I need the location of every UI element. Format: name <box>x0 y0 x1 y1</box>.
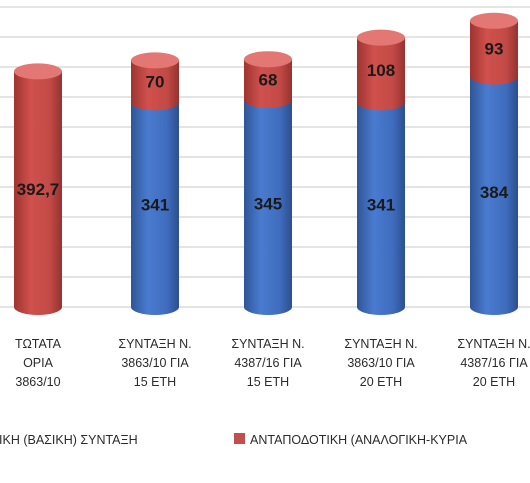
data-label: 70 <box>146 72 165 91</box>
bar-red-2: 68 <box>244 59 292 108</box>
bar-top-cap <box>131 52 179 69</box>
bar-red-3: 108 <box>357 37 405 111</box>
bar-blue-4: 384 <box>470 76 518 315</box>
bar-top-cap <box>244 51 292 68</box>
data-label: 384 <box>480 183 509 202</box>
bar-blue-2: 345 <box>244 100 292 315</box>
legend-entry-blue: ΝΙΚΗ (ΒΑΣΙΚΗ) ΣΥΝΤΑΞΗ <box>0 433 138 447</box>
bar-segment <box>131 102 179 316</box>
bar-segment <box>14 71 62 315</box>
bar-red-4: 93 <box>470 20 518 85</box>
data-label: 93 <box>485 40 504 59</box>
data-label: 392,7 <box>17 180 60 199</box>
legend-entry-red: ΑΝΤΑΠΟΔΟΤΙΚΗ (ΑΝΑΛΟΓΙΚΗ-ΚΥΡΙΑ <box>234 433 468 447</box>
data-label: 341 <box>141 196 169 215</box>
data-label: 108 <box>367 61 395 80</box>
legend-label: ΝΙΚΗ (ΒΑΣΙΚΗ) ΣΥΝΤΑΞΗ <box>0 433 138 447</box>
x-tick-label: ΤΩΤΑΤΑ ΟΡΙΑ 3863/10 <box>15 337 62 389</box>
x-tick-labels: ΤΩΤΑΤΑ ΟΡΙΑ 3863/10 ΣΥΝΤΑΞΗ Ν. 3863/10 ΓΙΑ 15… <box>15 337 530 389</box>
bar-top-cap <box>470 12 518 29</box>
bar-segment <box>357 102 405 316</box>
bar-top-cap <box>357 29 405 46</box>
x-tick-label: ΣΥΝΤΑΞΗ Ν. 3863/10 ΓΙΑ 20 ΕΤΗ <box>344 337 417 389</box>
bar-segment <box>244 100 292 315</box>
data-label: 68 <box>259 71 278 90</box>
bar-red-1: 70 <box>131 60 179 111</box>
x-tick-label: ΣΥΝΤΑΞΗ Ν. 4387/16 ΓΙΑ 15 ΕΤΗ <box>231 337 304 389</box>
data-label: 341 <box>367 196 395 215</box>
bar-red-0: 392,7 <box>14 71 62 315</box>
bar-segment <box>244 59 292 108</box>
bar-segment <box>470 20 518 85</box>
x-tick-label: ΣΥΝΤΑΞΗ Ν. 3863/10 ΓΙΑ 15 ΕΤΗ <box>118 337 191 389</box>
bar-segment <box>357 37 405 111</box>
x-tick-label: ΣΥΝΤΑΞΗ Ν. 4387/16 ΓΙΑ 20 ΕΤΗ <box>457 337 530 389</box>
bars: 392,7 341 70 345 68 341 108 384 93 <box>14 12 518 316</box>
bar-segment <box>470 76 518 315</box>
legend-label: ΑΝΤΑΠΟΔΟΤΙΚΗ (ΑΝΑΛΟΓΙΚΗ-ΚΥΡΙΑ <box>250 433 468 447</box>
legend-swatch <box>234 433 245 444</box>
data-label: 345 <box>254 195 282 214</box>
bar-segment <box>131 60 179 111</box>
bar-blue-1: 341 <box>131 102 179 316</box>
legend: ΝΙΚΗ (ΒΑΣΙΚΗ) ΣΥΝΤΑΞΗ ΑΝΤΑΠΟΔΟΤΙΚΗ (ΑΝΑΛΟ… <box>0 433 468 447</box>
bar-top-cap <box>14 63 62 80</box>
bar-blue-3: 341 <box>357 102 405 316</box>
